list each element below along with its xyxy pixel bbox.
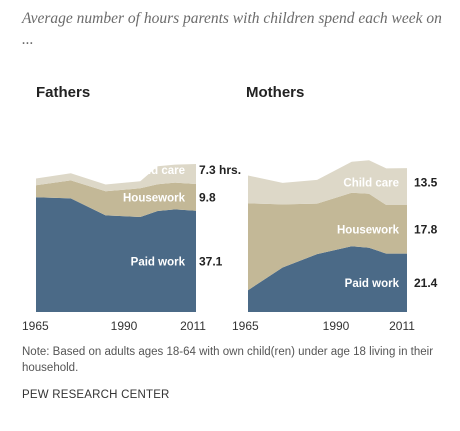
fathers-x-tick-label: 1990: [111, 319, 138, 333]
fathers-child-care-area: [36, 164, 196, 192]
mothers-series-label-housework: Housework: [337, 224, 400, 236]
source: PEW RESEARCH CENTER: [22, 389, 170, 401]
fathers-paid-work-area: [36, 197, 196, 312]
fathers-value-label-paid-work: 37.1: [199, 254, 223, 268]
fathers-x-tick-label: 2011: [180, 319, 206, 333]
mothers-x-tick-label: 2011: [389, 319, 415, 333]
fathers-housework-area: [36, 180, 196, 217]
fathers-value-label-child-care: 7.3 hrs.: [199, 163, 241, 177]
mothers-series-label-child-care: Child care: [343, 177, 399, 189]
mothers-value-label-paid-work: 21.4: [414, 276, 438, 290]
mothers-child-care-area: [248, 160, 407, 205]
fathers-series-label-housework: Housework: [123, 192, 186, 204]
chart-subtitle: Average number of hours parents with chi…: [22, 10, 442, 48]
fathers-x-tick-label: 1965: [22, 319, 49, 333]
fathers-value-label-housework: 9.8: [199, 190, 216, 204]
fathers-panel-title: Fathers: [36, 84, 90, 101]
fathers-series-label-paid-work: Paid work: [131, 256, 186, 268]
chart-area: Fathers Paid work 37.1 Housework 9.8 Child ca…: [22, 84, 438, 333]
mothers-value-label-child-care: 13.5: [414, 175, 438, 189]
mothers-x-tick-label: 1965: [232, 319, 259, 333]
mothers-series-label-paid-work: Paid work: [345, 278, 400, 290]
fathers-series-label-child-care: Child care: [129, 165, 185, 177]
mothers-paid-work-area: [248, 246, 407, 312]
note: Note: Based on adults ages 18-64 with ow…: [22, 346, 434, 374]
mothers-x-tick-label: 1990: [323, 319, 350, 333]
mothers-housework-area: [248, 192, 407, 291]
mothers-panel-title: Mothers: [246, 84, 304, 101]
mothers-value-label-housework: 17.8: [414, 222, 438, 236]
